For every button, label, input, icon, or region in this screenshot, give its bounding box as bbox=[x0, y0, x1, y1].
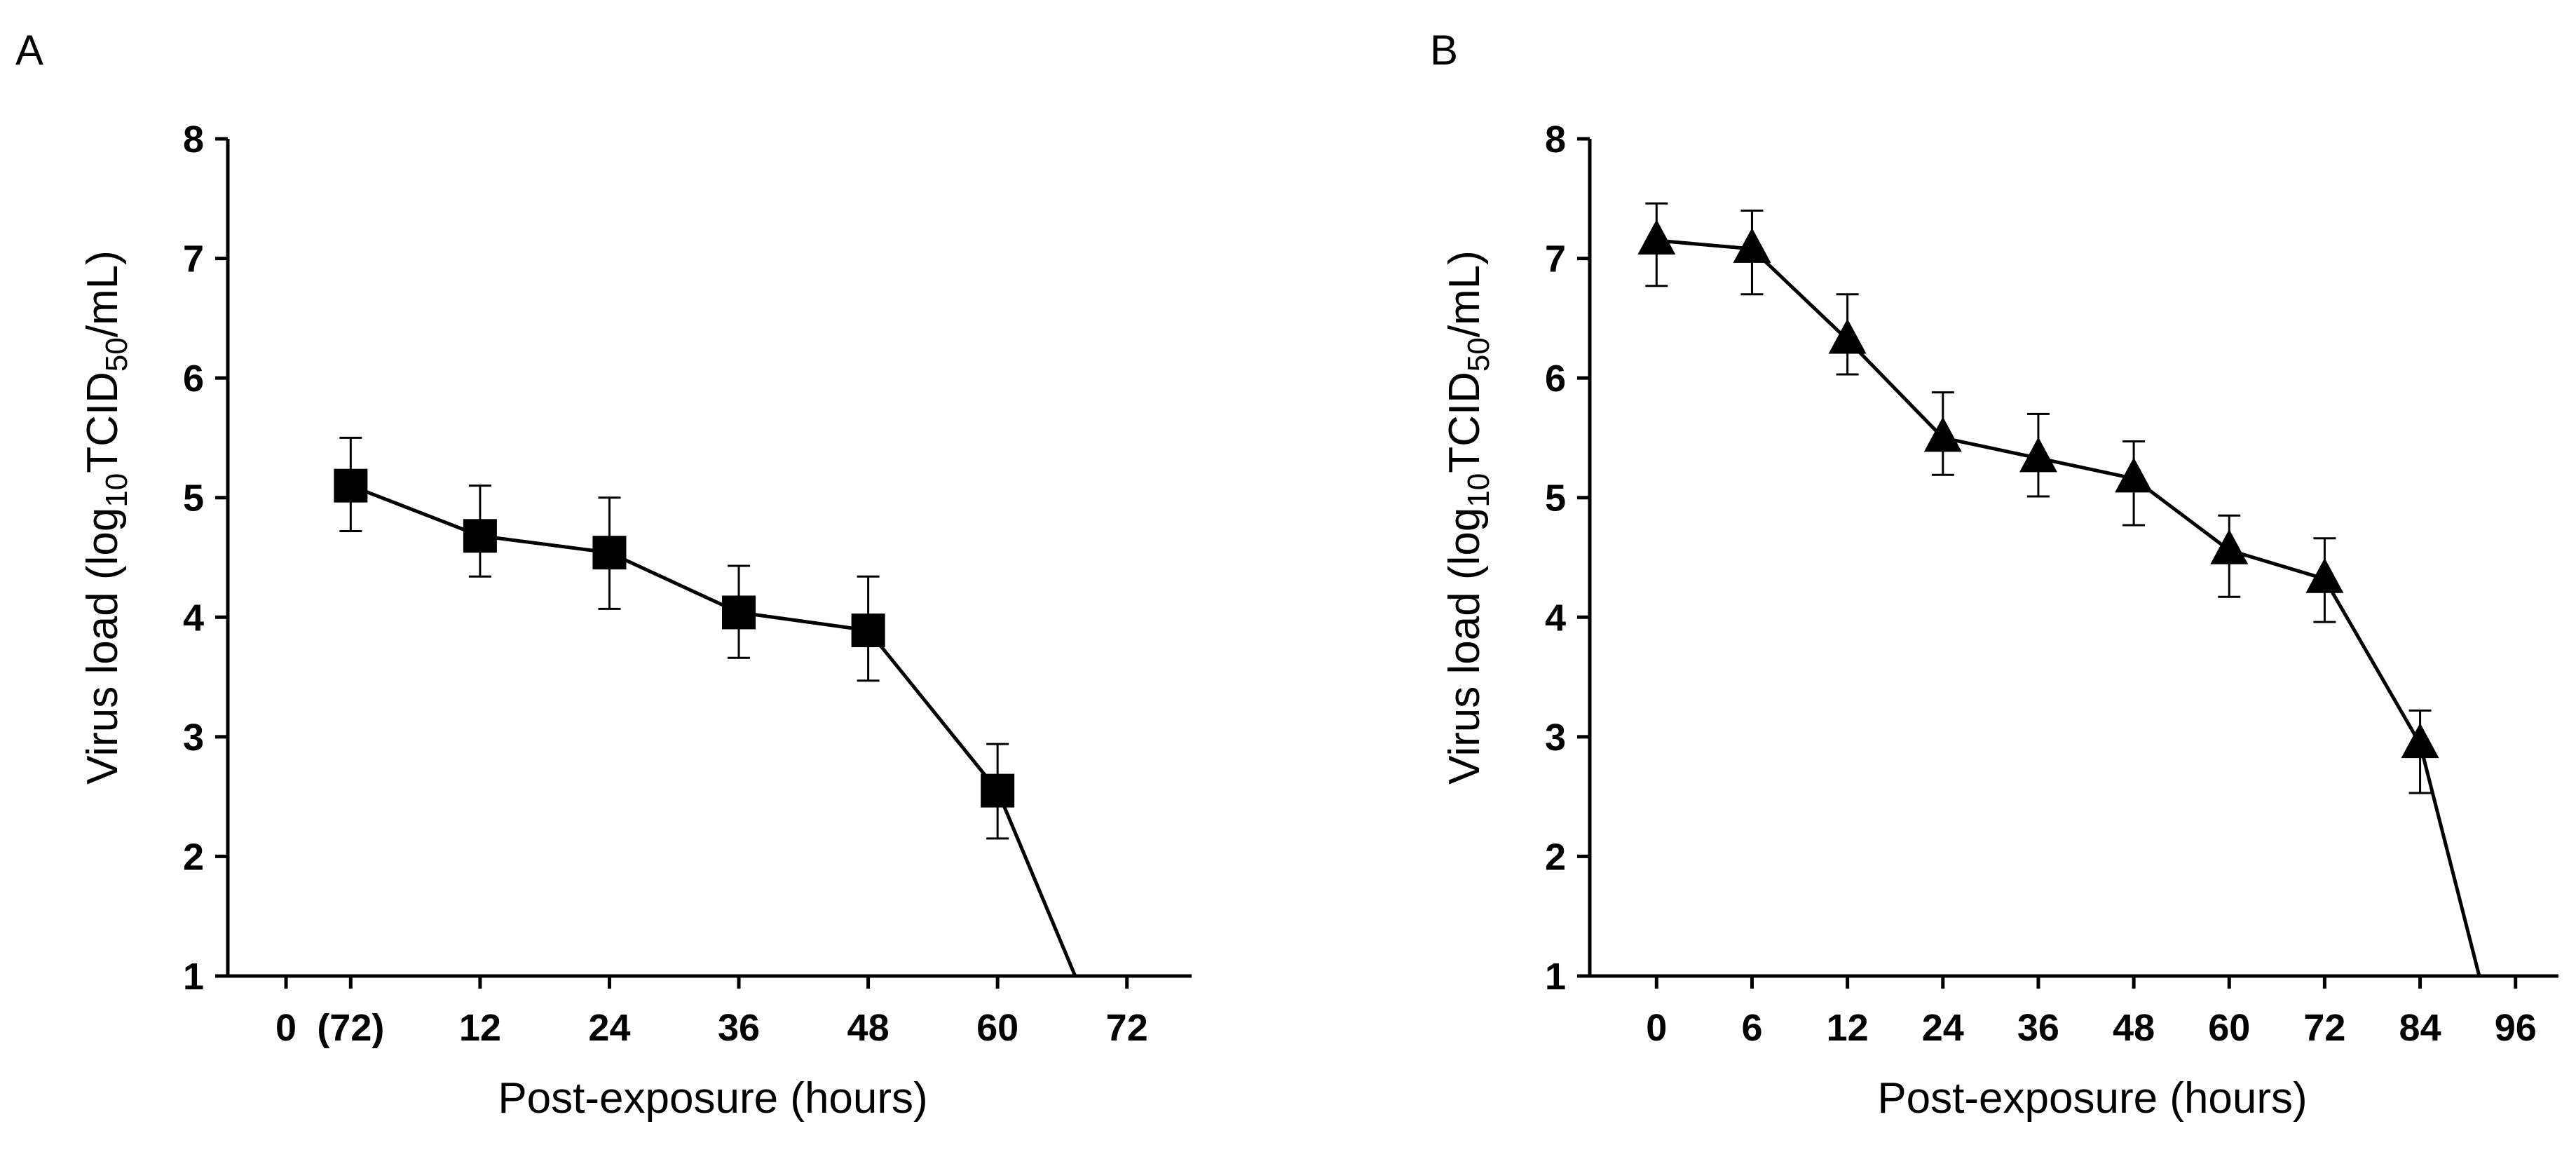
y-tick-label-b: 6 bbox=[1545, 358, 1566, 400]
y-tick-label-a: 4 bbox=[183, 597, 204, 639]
x-tick-label-b: 60 bbox=[2208, 1007, 2250, 1049]
data-point-square bbox=[851, 614, 885, 648]
data-point-triangle bbox=[1733, 227, 1771, 263]
x-tick-label-b: 6 bbox=[1741, 1007, 1762, 1049]
x-axis-title-b: Post-exposure (hours) bbox=[1877, 1074, 2307, 1123]
y-tick-label-a: 1 bbox=[183, 956, 204, 998]
panel-label-b: B bbox=[1430, 27, 1458, 74]
panel-a: A Virus load (log10TCID50/mL) Post-expos… bbox=[15, 27, 1192, 1123]
y-tick-label-b: 7 bbox=[1545, 238, 1566, 280]
x-tick-label-a: 36 bbox=[718, 1007, 760, 1049]
y-axis-title-a: Virus load (log10TCID50/mL) bbox=[79, 250, 134, 785]
y-tick-label-a: 6 bbox=[183, 358, 204, 400]
data-point-triangle bbox=[1923, 416, 1962, 452]
y-tick-label-a: 2 bbox=[183, 836, 204, 878]
data-point-square bbox=[592, 536, 627, 570]
y-tick-label-b: 2 bbox=[1545, 836, 1566, 878]
data-point-square bbox=[334, 468, 368, 503]
x-tick-label-a: 0 bbox=[275, 1007, 297, 1049]
data-point-triangle bbox=[2210, 529, 2249, 564]
x-tick-label-a: 60 bbox=[976, 1007, 1018, 1049]
data-point-triangle bbox=[2305, 557, 2344, 593]
y-tick-label-a: 8 bbox=[183, 118, 204, 161]
x-axis-title-a: Post-exposure (hours) bbox=[498, 1074, 927, 1123]
y-tick-label-b: 3 bbox=[1545, 717, 1566, 759]
series-line-a bbox=[350, 484, 1077, 977]
x-tick-label-b: 72 bbox=[2303, 1007, 2345, 1049]
data-point-triangle bbox=[1637, 219, 1676, 255]
x-tick-label-b: 0 bbox=[1646, 1007, 1667, 1049]
x-tick-label-b: 36 bbox=[2017, 1007, 2059, 1049]
y-tick-label-b: 8 bbox=[1545, 118, 1566, 161]
series-line-b bbox=[1656, 238, 2481, 977]
x-tick-label-a: 12 bbox=[459, 1007, 501, 1049]
y-axis-title-b: Virus load (log10TCID50/mL) bbox=[1440, 250, 1496, 785]
y-tick-label-b: 1 bbox=[1545, 956, 1566, 998]
y-tick-label-a: 5 bbox=[183, 477, 204, 520]
x-tick-label-b: 12 bbox=[1827, 1007, 1869, 1049]
x-tick-label-b: 96 bbox=[2495, 1007, 2537, 1049]
x-tick-label-a: 72 bbox=[1106, 1007, 1148, 1049]
y-tick-label-a: 3 bbox=[183, 717, 204, 759]
y-tick-label-a: 7 bbox=[183, 238, 204, 280]
x-tick-label-b: 84 bbox=[2399, 1007, 2441, 1049]
data-point-triangle bbox=[2115, 457, 2153, 493]
x-tick-label-b: 48 bbox=[2113, 1007, 2155, 1049]
x-tick-label-a: 24 bbox=[588, 1007, 630, 1049]
panel-b: B Virus load (log10TCID50/mL) Post-expos… bbox=[1430, 27, 2558, 1123]
x-tick-label-a: (72) bbox=[317, 1007, 384, 1049]
panel-label-a: A bbox=[15, 27, 43, 74]
data-point-square bbox=[981, 773, 1015, 808]
data-point-triangle bbox=[2401, 723, 2439, 759]
data-point-triangle bbox=[2019, 437, 2057, 473]
y-tick-label-b: 4 bbox=[1545, 597, 1566, 639]
data-point-square bbox=[722, 595, 756, 630]
data-point-square bbox=[463, 519, 497, 553]
x-tick-label-a: 48 bbox=[847, 1007, 890, 1049]
y-tick-label-b: 5 bbox=[1545, 477, 1566, 520]
x-tick-label-b: 24 bbox=[1922, 1007, 1964, 1049]
data-point-triangle bbox=[1828, 318, 1867, 354]
